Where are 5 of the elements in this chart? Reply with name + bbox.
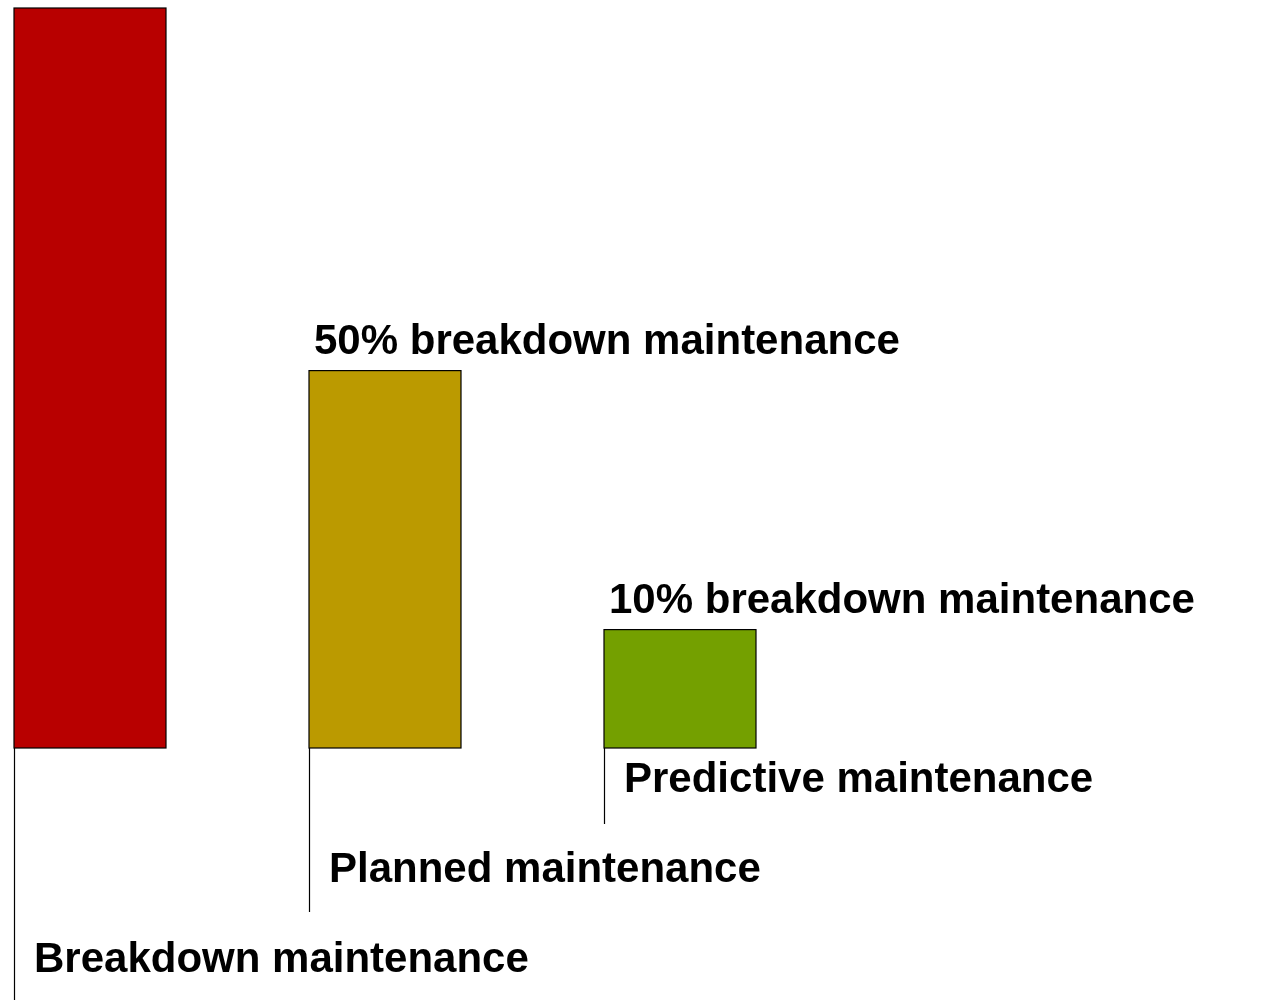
- annotation: 50% breakdown maintenance: [314, 315, 900, 363]
- text: Predictive maintenance: [624, 754, 1094, 801]
- text: Breakdown maintenance: [34, 934, 529, 981]
- text: Planned maintenance: [329, 844, 761, 891]
- annotation: 10% breakdown maintenance: [609, 574, 1195, 622]
